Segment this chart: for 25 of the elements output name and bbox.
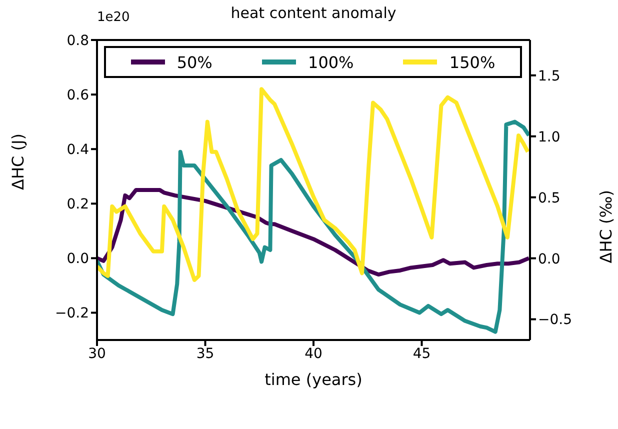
text: 1e20 <box>97 10 130 25</box>
legend-label: 150% <box>449 52 496 72</box>
y-tick-label: 0.4 <box>66 142 90 158</box>
line-series <box>97 120 530 334</box>
x-tick-label: 45 <box>412 346 431 362</box>
x-tick-label: 35 <box>196 346 214 362</box>
y-tick-label: 0.0 <box>66 251 89 268</box>
x-tick-label: 40 <box>304 346 322 362</box>
y2-tick-label: 1.5 <box>538 68 560 84</box>
y-axis-title: ΔHC (J) <box>8 134 28 190</box>
y2-axis-title: ΔHC (‰) <box>596 190 616 264</box>
y-tick-label: −0.2 <box>55 306 89 322</box>
y-tick-label: 0.2 <box>66 196 89 213</box>
chart-title: heat content anomaly <box>230 4 396 22</box>
legend-label: 50% <box>176 52 212 72</box>
line-series <box>97 87 530 282</box>
x-tick-label: 30 <box>88 346 106 362</box>
y2-tick-label: 1.0 <box>538 129 560 146</box>
x-axis-title: time (years) <box>264 370 362 389</box>
y-tick-label: 0.8 <box>66 32 89 49</box>
y2-tick-label: −0.5 <box>538 312 572 328</box>
legend-label: 100% <box>308 52 354 72</box>
y2-tick-label: 0.0 <box>538 251 560 268</box>
y2-tick-label: 0.5 <box>538 190 560 206</box>
y-tick-label: 0.6 <box>66 88 90 104</box>
